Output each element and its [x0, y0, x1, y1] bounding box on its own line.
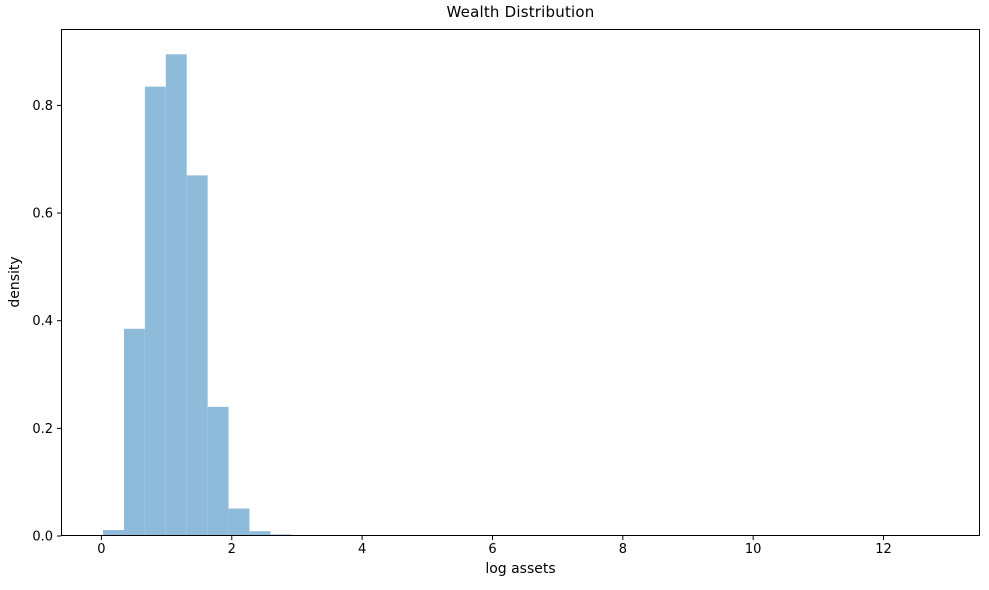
histogram-bar: [123, 328, 145, 536]
x-tick-label: 6: [488, 542, 496, 557]
histogram-bar: [228, 508, 250, 536]
histogram-bar: [186, 175, 208, 536]
histogram-bar: [144, 86, 166, 536]
x-tick-label: 12: [875, 542, 892, 557]
y-axis-label: density: [7, 256, 23, 308]
x-tick-label: 2: [228, 542, 236, 557]
histogram-bar: [165, 54, 187, 537]
x-tick-label: 10: [745, 542, 762, 557]
histogram-bar: [249, 531, 271, 536]
y-tick-label: 0.6: [32, 207, 53, 222]
x-tick-label: 8: [619, 542, 627, 557]
x-tick-label: 0: [97, 542, 105, 557]
x-tick-label: 4: [358, 542, 366, 557]
y-tick-label: 0.4: [32, 314, 53, 329]
y-tick-label: 0.8: [32, 99, 53, 114]
x-axis-label: log assets: [485, 561, 556, 577]
chart-title: Wealth Distribution: [446, 3, 595, 21]
y-tick-label: 0.0: [32, 530, 53, 545]
y-tick-label: 0.2: [32, 422, 53, 437]
histogram-bar: [103, 530, 124, 536]
plot-border: [61, 29, 980, 536]
histogram-bar: [207, 406, 229, 536]
